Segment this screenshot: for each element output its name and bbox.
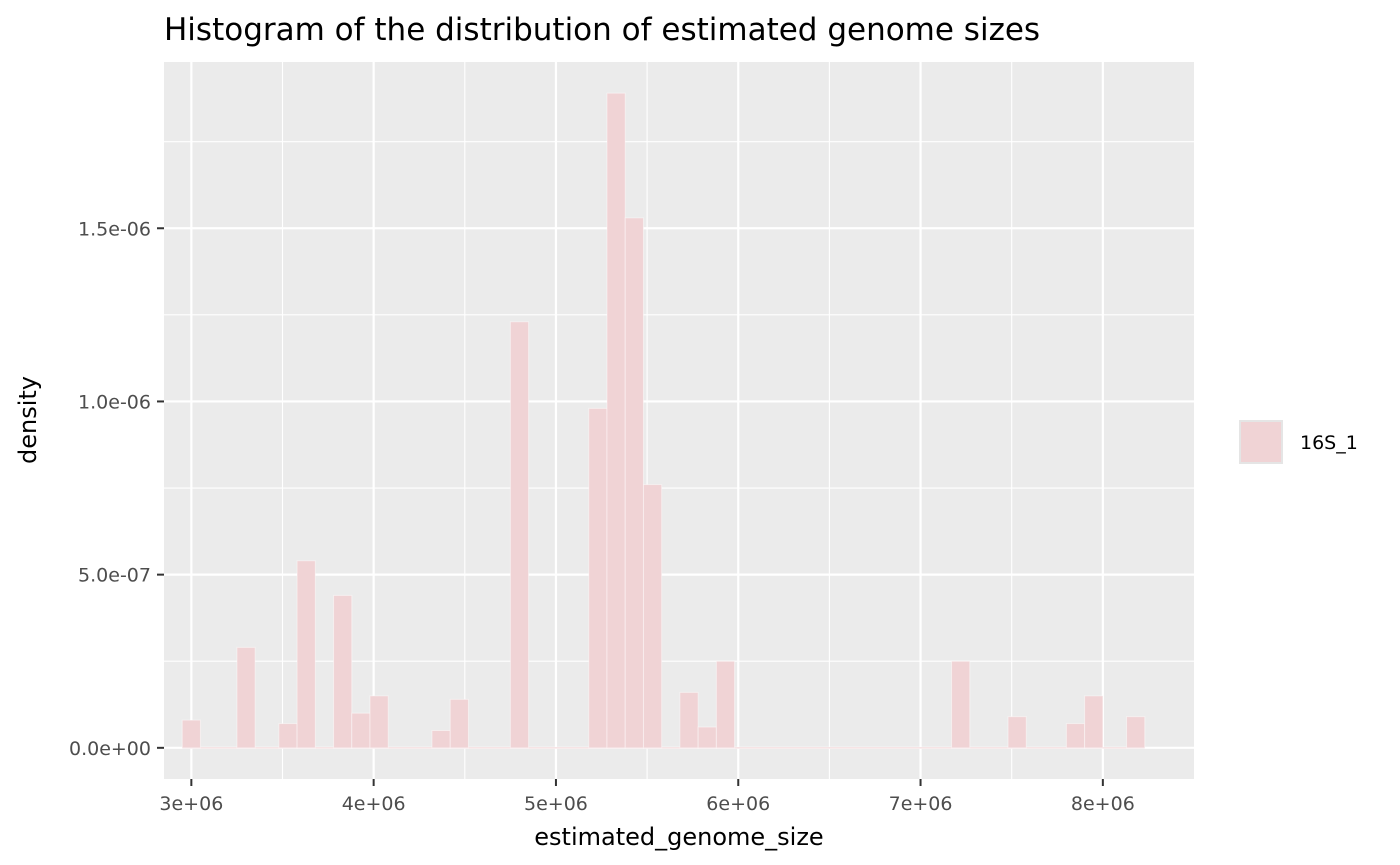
y-axis: 0.0e+00 5.0e-07 1.0e-06 1.5e-06 [69,218,164,760]
x-tick-label: 6e+06 [706,793,770,815]
histogram-bar [642,484,663,749]
x-tick-label: 5e+06 [524,793,588,815]
histogram-bar [1065,723,1086,749]
histogram-bar [351,712,371,749]
y-tick-label: 1.0e-06 [78,391,151,413]
histogram-bar [588,407,608,749]
histogram-bar [369,695,389,749]
x-axis: 3e+06 4e+06 5e+06 6e+06 7e+06 8e+06 [159,779,1135,815]
y-tick-label: 5.0e-07 [78,565,151,587]
chart-title: Histogram of the distribution of estimat… [164,12,1040,48]
histogram-bar [624,217,644,749]
x-tick-label: 7e+06 [889,793,953,815]
histogram-bar [697,726,717,749]
histogram-bar [236,646,256,749]
legend: 16S_1 [1239,420,1358,464]
histogram-bar [1084,695,1104,749]
major-gridlines [164,62,1194,779]
histogram-bar [509,321,530,749]
histogram-bar [715,660,736,749]
histogram-bars [181,92,1146,749]
histogram-bar [431,730,451,749]
y-axis-title: density [14,376,42,464]
histogram-bar [296,560,316,749]
x-tick-label: 3e+06 [159,793,223,815]
x-axis-title: estimated_genome_size [534,823,823,851]
histogram-bar [449,698,469,749]
histogram-bar [951,660,971,749]
histogram-bar [1007,716,1027,749]
x-tick-label: 8e+06 [1071,793,1135,815]
histogram-bar [278,723,298,749]
plot-panel [164,62,1194,779]
legend-key-16S_1 [1239,420,1283,464]
histogram-bar [1126,716,1146,749]
y-tick-label: 1.5e-06 [78,218,151,240]
histogram-bar [679,691,699,749]
legend-label-16S_1: 16S_1 [1300,432,1358,454]
histogram-bar [606,92,626,749]
histogram-bar [181,719,201,749]
histogram-bar [333,594,353,749]
y-tick-label: 0.0e+00 [69,738,151,760]
x-tick-label: 4e+06 [342,793,406,815]
